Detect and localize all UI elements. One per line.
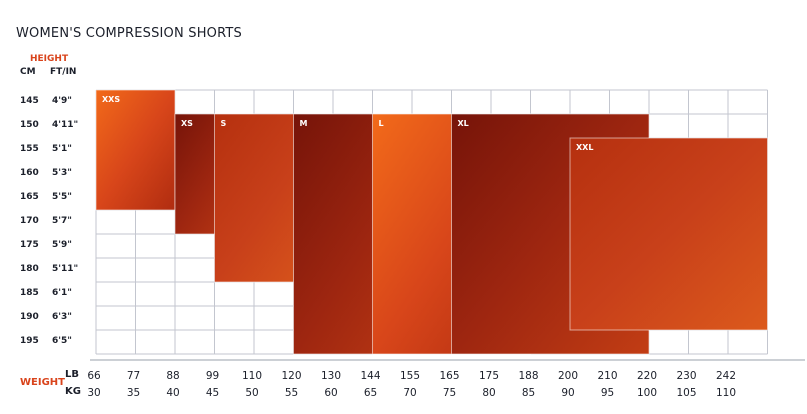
- column-label-lb: 66: [87, 370, 101, 382]
- column-label-kg: 65: [363, 387, 378, 399]
- column-label-kg: 90: [561, 387, 575, 399]
- size-label-s: S: [221, 119, 227, 128]
- column-label-kg: 40: [166, 387, 180, 399]
- size-label-xxl: XXL: [576, 143, 593, 152]
- row-label-ftin: 5'9": [52, 240, 72, 250]
- row-label-ftin: 6'1": [52, 288, 72, 298]
- row-label-cm: 165: [20, 192, 39, 202]
- column-label-lb: 155: [399, 370, 421, 382]
- column-label-lb: 110: [241, 370, 263, 382]
- weight-axis-label: WEIGHT: [20, 377, 65, 388]
- row-label-cm: 155: [20, 144, 39, 154]
- row-label-cm: 160: [20, 168, 39, 178]
- column-label-lb: 77: [126, 370, 141, 382]
- column-label-lb: 242: [715, 370, 737, 382]
- row-label-ftin: 5'7": [52, 216, 72, 226]
- size-region-xxs: [95, 89, 176, 211]
- column-label-lb: 175: [478, 370, 500, 382]
- column-label-lb: 220: [636, 370, 658, 382]
- lb-header: LB: [65, 369, 79, 380]
- row-label-cm: 195: [20, 336, 39, 346]
- row-label-cm: 180: [20, 264, 39, 274]
- row-label-ftin: 6'3": [52, 312, 72, 322]
- size-region-xxl: [569, 137, 768, 331]
- column-label-lb: 188: [518, 370, 539, 382]
- cm-header: CM: [20, 67, 36, 77]
- row-label-ftin: 5'3": [52, 168, 72, 178]
- column-label-kg: 75: [442, 387, 457, 399]
- column-label-kg: 80: [482, 387, 496, 399]
- size-label-xl: XL: [458, 119, 469, 128]
- column-label-lb: 88: [166, 370, 180, 382]
- height-axis-label: HEIGHT: [30, 54, 69, 64]
- column-label-kg: 55: [284, 387, 299, 399]
- column-label-kg: 110: [715, 387, 737, 399]
- row-label-ftin: 5'11": [52, 264, 79, 274]
- row-label-cm: 145: [20, 96, 39, 106]
- column-label-lb: 99: [205, 370, 220, 382]
- column-label-kg: 30: [87, 387, 101, 399]
- column-label-lb: 200: [557, 370, 579, 382]
- row-label-cm: 185: [20, 288, 39, 298]
- column-label-kg: 100: [636, 387, 658, 399]
- column-label-kg: 45: [205, 387, 220, 399]
- column-label-kg: 60: [324, 387, 338, 399]
- column-label-kg: 95: [600, 387, 615, 399]
- column-label-kg: 50: [245, 387, 259, 399]
- column-label-kg: 85: [521, 387, 536, 399]
- column-label-lb: 130: [320, 370, 342, 382]
- column-label-kg: 105: [676, 387, 697, 399]
- column-label-lb: 120: [281, 370, 302, 382]
- row-label-cm: 150: [20, 120, 39, 130]
- column-label-lb: 210: [597, 370, 618, 382]
- row-label-cm: 190: [20, 312, 39, 322]
- size-label-l: L: [379, 119, 384, 128]
- row-label-ftin: 5'5": [52, 192, 72, 202]
- chart-title: WOMEN'S COMPRESSION SHORTS: [16, 26, 242, 41]
- size-label-xs: XS: [181, 119, 193, 128]
- row-label-cm: 175: [20, 240, 39, 250]
- row-label-ftin: 6'5": [52, 336, 72, 346]
- ft-in-header: FT/IN: [50, 67, 77, 77]
- row-label-ftin: 4'9": [52, 96, 72, 106]
- column-label-lb: 144: [360, 370, 381, 382]
- column-label-kg: 70: [403, 387, 417, 399]
- column-label-lb: 230: [676, 370, 697, 382]
- row-label-ftin: 4'11": [52, 120, 79, 130]
- row-label-ftin: 5'1": [52, 144, 72, 154]
- kg-header: KG: [65, 386, 81, 397]
- row-label-cm: 170: [20, 216, 39, 226]
- size-label-m: M: [300, 119, 308, 128]
- column-label-lb: 165: [439, 370, 460, 382]
- column-label-kg: 35: [126, 387, 141, 399]
- size-label-xxs: XXS: [102, 95, 120, 104]
